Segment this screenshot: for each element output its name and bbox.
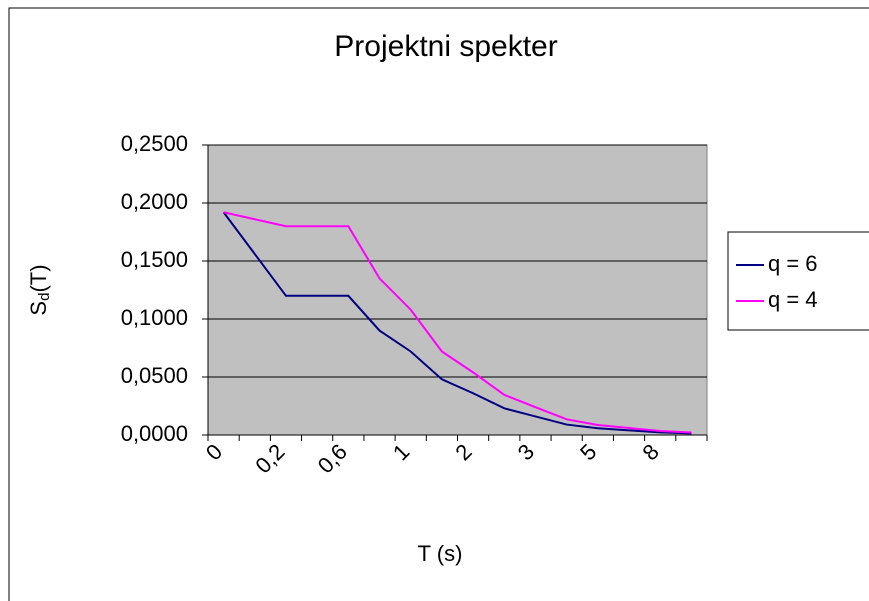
x-axis-label: T (s): [418, 541, 463, 566]
legend-label: q = 6: [768, 251, 818, 276]
y-tick-label: 0,0500: [121, 363, 188, 388]
y-tick-label: 0,2500: [121, 131, 188, 156]
y-tick-label: 0,0000: [121, 421, 188, 446]
y-tick-label: 0,1500: [121, 247, 188, 272]
series-line: [223, 211, 692, 434]
legend: [727, 231, 869, 331]
legend-label: q = 4: [768, 287, 818, 312]
y-label-sub: d: [36, 293, 53, 301]
series-line: [222, 211, 692, 435]
y-label-rest: (T): [26, 264, 51, 292]
chart-title: Projektni spekter: [334, 30, 557, 63]
y-tick-label: 0,2000: [121, 189, 188, 214]
y-axis-label: Sd(T): [26, 264, 53, 315]
y-label-main: S: [26, 301, 51, 316]
y-tick-label: 0,1000: [121, 305, 188, 330]
